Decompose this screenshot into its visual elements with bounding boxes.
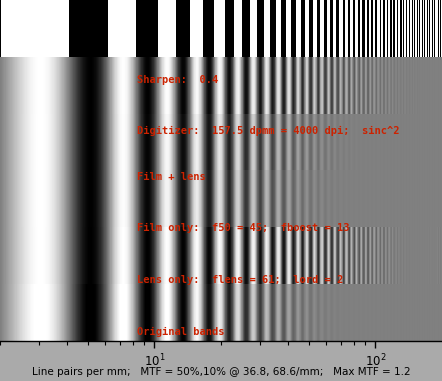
Text: Film only:  f50 = 45;  fboost = 13: Film only: f50 = 45; fboost = 13 [137, 223, 350, 234]
Text: Digitizer:  157.5 dpmm = 4000 dpi;  sinc^2: Digitizer: 157.5 dpmm = 4000 dpi; sinc^2 [137, 126, 400, 136]
Text: Lens only:  flens = 61;  lord = 2: Lens only: flens = 61; lord = 2 [137, 274, 344, 285]
Text: Original bands: Original bands [137, 327, 225, 338]
Text: Line pairs per mm;   MTF = 50%,10% @ 36.8, 68.6/mm;   Max MTF = 1.2: Line pairs per mm; MTF = 50%,10% @ 36.8,… [32, 367, 410, 377]
Text: Film + lens: Film + lens [137, 172, 206, 182]
Text: Sharpen:  0.4: Sharpen: 0.4 [137, 75, 219, 85]
